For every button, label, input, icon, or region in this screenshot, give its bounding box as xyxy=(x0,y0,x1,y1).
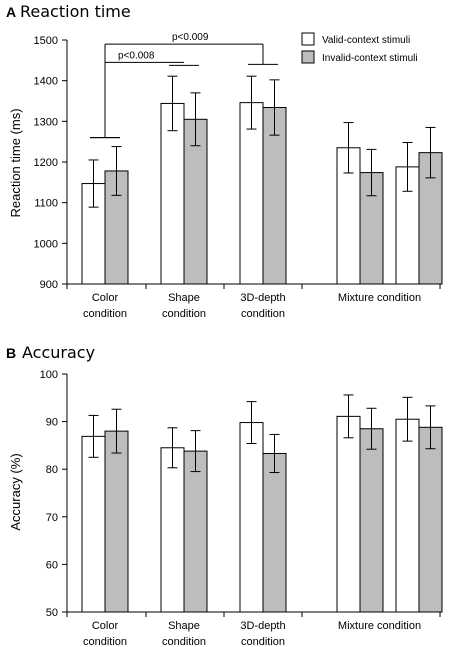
panel-b-category-label: Shape xyxy=(168,620,200,632)
legend-swatch-valid xyxy=(301,32,315,46)
panel-b-y-tick-label: 90 xyxy=(46,417,58,429)
panel-b-bar-invalid xyxy=(262,452,287,613)
legend-label-valid: Valid-context stimuli xyxy=(322,35,410,46)
panel-a-chart: 900 1000 1100 1200 1300 1400 1500 Color conditio… xyxy=(34,32,443,320)
panel-a-category-label: Color xyxy=(92,292,119,304)
panel-b-chart: 50 60 70 80 90 100 Color condition Shape conditio… xyxy=(40,369,443,647)
panel-a-category-label: 3D-depth xyxy=(240,292,285,304)
panel-a-category-label: condition xyxy=(241,308,285,320)
panel-a-significance-label: p<0.008 xyxy=(118,50,155,61)
panel-a-y-tick-label: 1000 xyxy=(34,238,58,250)
panel-b-category-label: 3D-depth xyxy=(240,620,285,632)
panel-a-title: Reaction time xyxy=(20,2,131,21)
legend: Valid-context stimuli Invalid-context st… xyxy=(301,32,418,64)
legend-label-invalid: Invalid-context stimuli xyxy=(322,53,418,64)
panel-b-y-tick-label: 80 xyxy=(46,464,58,476)
panel-a-y-tick-label: 1400 xyxy=(34,76,58,88)
panel-b-letter: B xyxy=(6,345,16,361)
panel-a-significance-label: p<0.009 xyxy=(172,32,209,43)
panel-b-category-label: Mixture condition xyxy=(338,620,421,632)
panel-a-y-tick-label: 900 xyxy=(40,279,58,291)
panel-b-y-tick-label: 100 xyxy=(40,369,58,381)
panel-b-bar-invalid xyxy=(183,450,208,613)
panel-a-y-tick-label: 1500 xyxy=(34,35,58,47)
panel-b-y-tick-label: 70 xyxy=(46,512,58,524)
panel-b-bar-invalid xyxy=(418,426,443,613)
panel-a-category-label: Shape xyxy=(168,292,200,304)
panel-a-y-tick-label: 1300 xyxy=(34,116,58,128)
panel-a-category-label: condition xyxy=(83,308,127,320)
panel-b-bar-invalid xyxy=(359,428,384,613)
panel-a-category-label: condition xyxy=(162,308,206,320)
panel-a-y-axis-title: Reaction time (ms) xyxy=(8,108,23,217)
panel-b-title: Accuracy xyxy=(22,343,95,362)
panel-b-category-label: condition xyxy=(83,636,127,647)
panel-b-y-tick-label: 50 xyxy=(46,607,58,619)
panel-b-category-label: condition xyxy=(241,636,285,647)
panel-a-y-tick-label: 1100 xyxy=(34,198,58,210)
panel-a-letter: A xyxy=(6,4,16,20)
panel-a-y-tick-label: 1200 xyxy=(34,157,58,169)
panel-b-bar-valid xyxy=(336,415,361,613)
panel-b-y-axis-title: Accuracy (%) xyxy=(8,453,23,530)
panel-b-y-tick-label: 60 xyxy=(46,559,58,571)
panel-b-bar-valid xyxy=(395,418,420,613)
panel-b-category-label: condition xyxy=(162,636,206,647)
panel-b-bar-invalid xyxy=(104,430,129,613)
panel-a-bar-valid xyxy=(239,102,264,285)
panel-a-category-label: Mixture condition xyxy=(338,292,421,304)
panel-b-bar-valid xyxy=(239,422,264,613)
panel-b-bar-valid xyxy=(160,447,185,613)
panel-b-category-label: Color xyxy=(92,620,119,632)
legend-swatch-invalid xyxy=(301,50,315,64)
panel-b-bar-valid xyxy=(81,435,106,613)
